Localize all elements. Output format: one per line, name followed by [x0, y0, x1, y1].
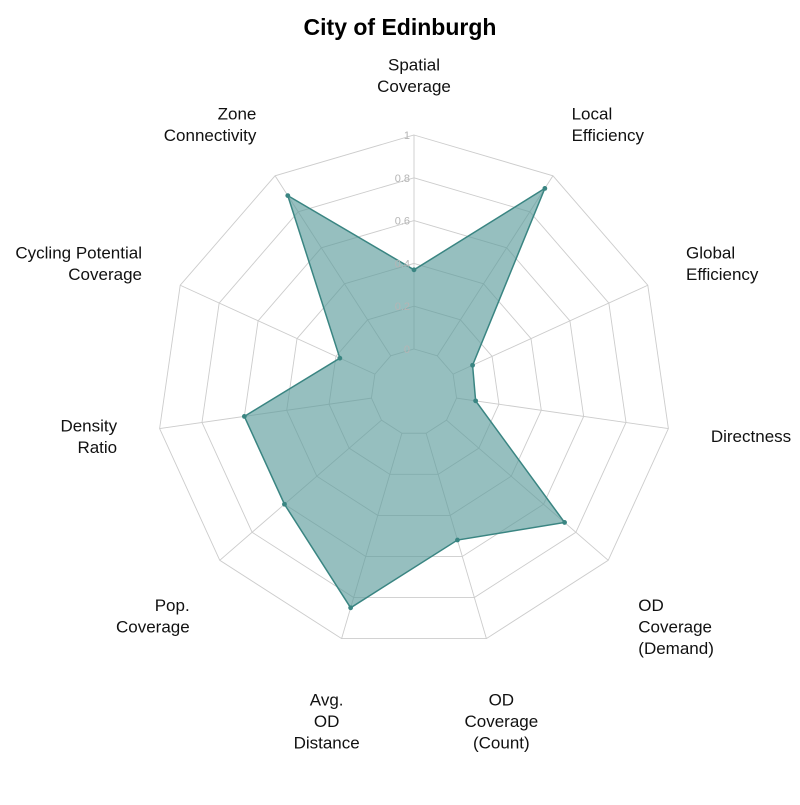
tick-label: 0.2 — [395, 301, 410, 313]
axis-label: Cycling Potential Coverage — [15, 243, 142, 284]
chart-title: City of Edinburgh — [303, 14, 497, 40]
data-point — [542, 185, 548, 191]
axis-label-line: Ratio — [77, 438, 117, 457]
axis-label: Avg. OD Distance — [294, 690, 360, 752]
data-point — [337, 355, 343, 361]
axis-label-line: OD — [489, 690, 515, 709]
axis-label-line: Coverage — [377, 77, 451, 96]
axis-label-line: Cycling Potential — [15, 243, 142, 262]
axis-label-line: Coverage — [638, 618, 712, 637]
axis-label-line: (Demand) — [638, 639, 714, 658]
axis-label-line: Coverage — [68, 265, 142, 284]
axis-label: Spatial Coverage — [377, 56, 451, 97]
axis-label-line: Coverage — [116, 618, 190, 637]
axis-label-line: OD — [314, 712, 340, 731]
tick-label: 0.8 — [395, 173, 410, 185]
axis-label: Density Ratio — [60, 416, 117, 457]
axis-label: Pop. Coverage — [116, 596, 190, 637]
axis-label-line: Distance — [294, 733, 360, 752]
axis-label-line: Coverage — [464, 712, 538, 731]
data-point — [455, 537, 460, 543]
data-point — [241, 413, 247, 419]
axis-label-line: Pop. — [155, 596, 190, 615]
data-point — [470, 362, 475, 368]
axis-label: Global Efficiency — [686, 243, 759, 284]
tick-label: 1 — [404, 130, 410, 142]
axis-labels: Spatial Coverage Local Efficiency Global Effi… — [15, 56, 791, 753]
tick-label: 0.6 — [395, 216, 410, 228]
grid-spoke — [452, 284, 648, 375]
series-area — [243, 186, 566, 609]
axis-label: Local Efficiency — [572, 105, 645, 146]
radar-series-layer — [241, 185, 567, 611]
tick-label: 0.4 — [395, 258, 410, 270]
axis-label: OD Coverage (Count) — [464, 690, 538, 752]
tick-label: 0 — [404, 344, 410, 356]
data-point — [348, 605, 354, 611]
axis-label: OD Coverage (Demand) — [638, 596, 714, 658]
axis-label-line: Zone — [218, 105, 257, 124]
axis-label-line: Efficiency — [572, 126, 645, 145]
axis-label-line: Efficiency — [686, 265, 759, 284]
axis-label-line: Local — [572, 105, 613, 124]
axis-label-line: Spatial — [388, 56, 440, 75]
axis-label: Directness — [711, 427, 791, 446]
axis-label-line: Directness — [711, 427, 791, 446]
data-point — [473, 398, 479, 404]
grid-spoke — [456, 397, 669, 430]
data-point — [285, 193, 291, 199]
axis-label-line: Global — [686, 243, 735, 262]
radial-tick-labels: 0 0.2 0.4 0.6 0.8 1 — [395, 130, 410, 356]
data-point — [282, 501, 287, 507]
grid-ring — [159, 134, 669, 640]
grid-ring — [201, 177, 627, 598]
axis-label: Zone Connectivity — [164, 105, 257, 146]
axis-label-line: Density — [60, 416, 117, 435]
axis-label-line: (Count) — [473, 733, 530, 752]
data-point — [562, 520, 567, 525]
axis-label-line: Avg. — [310, 690, 344, 709]
axis-label-line: OD — [638, 596, 664, 615]
axis-label-line: Connectivity — [164, 126, 257, 145]
data-point — [411, 267, 417, 273]
